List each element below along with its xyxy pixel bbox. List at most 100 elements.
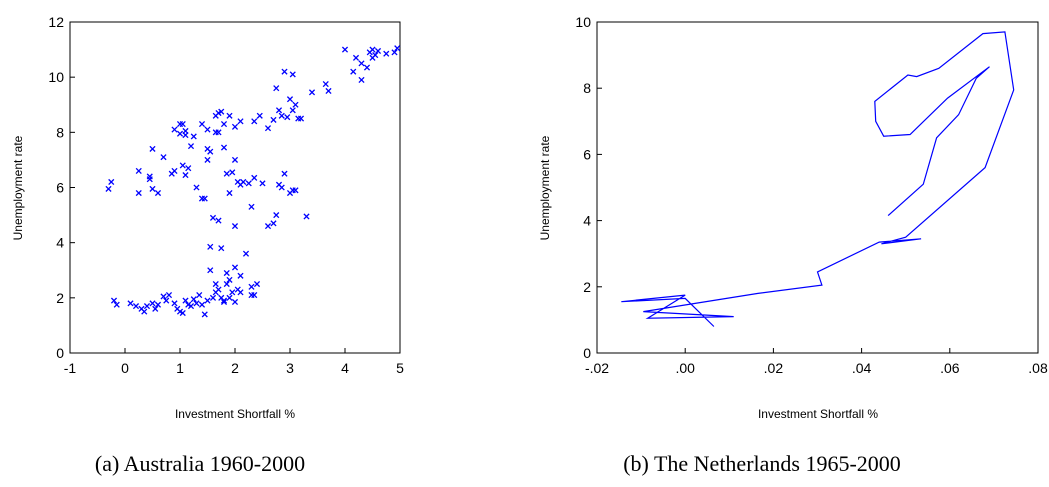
x-axis-label-b: Investment Shortfall % (758, 407, 878, 421)
marker-stroke (193, 300, 200, 307)
scatter-point (289, 107, 296, 114)
scatter-point (220, 297, 228, 304)
scatter-point (264, 125, 272, 132)
marker-stroke (182, 172, 189, 179)
scatter-point (231, 264, 239, 271)
x-tick-label-a: 0 (121, 360, 129, 376)
y-tick-label-b: 4 (583, 213, 591, 229)
marker-stroke (204, 297, 211, 304)
marker-stroke (160, 154, 167, 161)
marker-stroke (237, 289, 244, 296)
x-tick-label-b: .04 (852, 360, 872, 376)
marker-stroke (182, 297, 189, 304)
scatter-point (270, 116, 277, 123)
scatter-point (248, 203, 255, 210)
scatter-point (204, 156, 211, 163)
x-axis-label-a: Investment Shortfall % (175, 407, 295, 421)
marker-stroke (220, 298, 228, 306)
marker-stroke (154, 189, 162, 197)
marker-stroke (350, 68, 357, 75)
marker-stroke (207, 243, 214, 250)
scatter-point (223, 269, 230, 277)
marker-stroke (358, 76, 365, 83)
y-tick-label-b: 8 (583, 80, 591, 96)
marker-stroke (201, 195, 208, 202)
marker-stroke (215, 129, 222, 136)
marker-stroke (204, 126, 211, 133)
scatter-point (132, 303, 140, 310)
marker-stroke (284, 114, 291, 121)
marker-stroke (273, 212, 280, 219)
marker-stroke (220, 144, 228, 151)
marker-stroke (391, 49, 398, 56)
marker-stroke (165, 292, 173, 299)
marker-stroke (292, 187, 299, 194)
scatter-point (163, 297, 170, 304)
marker-stroke (237, 118, 244, 125)
x-tick-label-b: .06 (940, 360, 960, 376)
scatter-point (374, 47, 382, 55)
scatter-point (394, 45, 401, 52)
marker-stroke (358, 60, 365, 67)
scatter-point (190, 296, 197, 303)
scatter-point (223, 280, 230, 288)
x-tick-label-b: -.02 (585, 360, 609, 376)
scatter-point (141, 308, 148, 315)
marker-stroke (289, 71, 296, 78)
x-tick-label-b: .00 (675, 360, 695, 376)
scatter-point (237, 118, 244, 125)
scatter-point (308, 89, 316, 96)
x-tick-label-a: 5 (396, 360, 404, 376)
scatter-point (251, 118, 258, 125)
scatter-point (363, 64, 371, 71)
marker-stroke (198, 301, 206, 308)
marker-stroke (363, 64, 371, 71)
scatter-point (165, 292, 173, 299)
marker-stroke (218, 108, 225, 115)
scatter-point (352, 54, 360, 61)
marker-stroke (198, 120, 206, 128)
marker-stroke (154, 301, 162, 308)
y-axis-label-b: Unemployment rate (538, 135, 552, 240)
x-tick-label-b: .08 (1028, 360, 1048, 376)
marker-stroke (394, 45, 401, 52)
scatter-point (251, 174, 258, 181)
scatter-point (220, 298, 228, 306)
scatter-point (187, 143, 195, 150)
scatter-point (185, 165, 192, 172)
y-tick-label-b: 10 (575, 14, 591, 30)
scatter-point (281, 68, 288, 75)
marker-stroke (149, 185, 156, 192)
marker-stroke (270, 220, 277, 227)
marker-stroke (171, 300, 178, 307)
marker-stroke (352, 54, 360, 61)
marker-stroke (229, 169, 236, 176)
marker-stroke (226, 112, 233, 119)
marker-stroke (231, 123, 239, 130)
marker-stroke (201, 311, 208, 318)
scatter-point (201, 195, 208, 202)
scatter-point (207, 148, 214, 155)
scatter-point (259, 180, 266, 187)
scatter-point (220, 120, 228, 128)
axes-b: -.02 .00 .02 .04 .06 .08 0 2 4 6 8 10 (575, 14, 1048, 376)
marker-stroke (171, 126, 178, 133)
scatter-point (179, 120, 186, 128)
scatter-point (292, 187, 299, 194)
scatter-point (182, 297, 189, 304)
scatter-point (278, 112, 285, 119)
scatter-point (226, 276, 233, 283)
marker-stroke (289, 107, 296, 114)
scatter-point (218, 245, 225, 252)
scatter-point (204, 297, 211, 304)
marker-stroke (185, 301, 192, 308)
marker-stroke (220, 120, 228, 128)
scatter-point (292, 101, 299, 108)
scatter-point (143, 303, 151, 310)
marker-stroke (149, 300, 156, 307)
marker-stroke (303, 213, 310, 220)
scatter-point (215, 217, 222, 224)
scatter-point (176, 130, 184, 137)
